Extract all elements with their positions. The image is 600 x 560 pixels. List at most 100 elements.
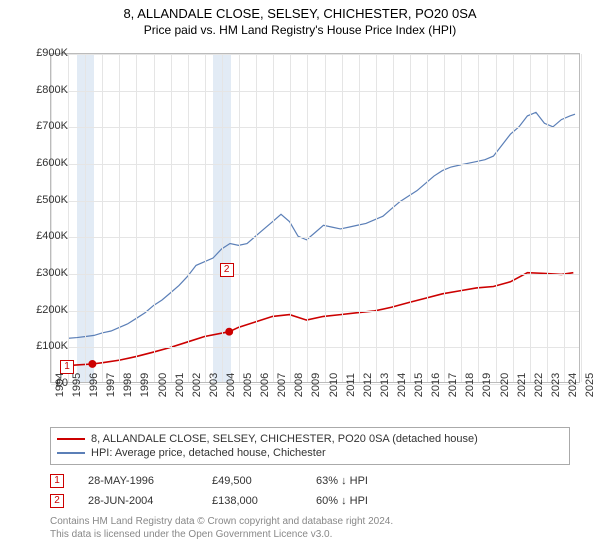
- gridline-v: [547, 54, 548, 382]
- sale-marker-dot: [89, 360, 96, 367]
- gridline-v: [239, 54, 240, 382]
- y-tick-label: £600K: [36, 157, 68, 169]
- sale-index-box: 2: [50, 494, 64, 508]
- gridline-v: [376, 54, 377, 382]
- gridline-v: [256, 54, 257, 382]
- sale-date: 28-MAY-1996: [88, 475, 188, 487]
- chart-subtitle: Price paid vs. HM Land Registry's House …: [0, 21, 600, 43]
- legend: 8, ALLANDALE CLOSE, SELSEY, CHICHESTER, …: [50, 427, 570, 465]
- gridline-v: [478, 54, 479, 382]
- gridline-v: [136, 54, 137, 382]
- chart-svg: [51, 54, 579, 382]
- footer-line1: Contains HM Land Registry data © Crown c…: [50, 515, 570, 528]
- gridline-v: [410, 54, 411, 382]
- x-tick-label: 2009: [310, 373, 322, 397]
- x-tick-label: 2003: [208, 373, 220, 397]
- x-tick-label: 2025: [584, 373, 596, 397]
- gridline-v: [496, 54, 497, 382]
- x-tick-label: 1996: [88, 373, 100, 397]
- gridline-v: [51, 54, 52, 382]
- x-tick-label: 2013: [379, 373, 391, 397]
- chart-title: 8, ALLANDALE CLOSE, SELSEY, CHICHESTER, …: [0, 0, 600, 21]
- y-tick-label: £900K: [36, 47, 68, 59]
- sale-price: £49,500: [212, 475, 292, 487]
- y-tick-label: £400K: [36, 230, 68, 242]
- x-tick-label: 2019: [481, 373, 493, 397]
- sale-date: 28-JUN-2004: [88, 495, 188, 507]
- gridline-v: [102, 54, 103, 382]
- gridline-v: [273, 54, 274, 382]
- sale-row: 1 28-MAY-1996 £49,500 63% ↓ HPI: [50, 471, 570, 491]
- gridline-v: [564, 54, 565, 382]
- x-tick-label: 2002: [191, 373, 203, 397]
- sale-marker-label: 2: [220, 263, 234, 277]
- x-tick-label: 2010: [328, 373, 340, 397]
- x-tick-label: 2024: [567, 373, 579, 397]
- sale-row: 2 28-JUN-2004 £138,000 60% ↓ HPI: [50, 491, 570, 511]
- gridline-h: [51, 201, 579, 202]
- x-tick-label: 2018: [464, 373, 476, 397]
- x-tick-label: 1997: [105, 373, 117, 397]
- gridline-v: [154, 54, 155, 382]
- y-tick-label: £800K: [36, 84, 68, 96]
- gridline-h: [51, 91, 579, 92]
- x-tick-label: 2016: [430, 373, 442, 397]
- y-tick-label: £500K: [36, 194, 68, 206]
- x-tick-label: 2021: [516, 373, 528, 397]
- gridline-v: [171, 54, 172, 382]
- gridline-v: [359, 54, 360, 382]
- footer-line2: This data is licensed under the Open Gov…: [50, 528, 570, 541]
- chart-container: 8, ALLANDALE CLOSE, SELSEY, CHICHESTER, …: [0, 0, 600, 560]
- gridline-v: [581, 54, 582, 382]
- legend-label: 8, ALLANDALE CLOSE, SELSEY, CHICHESTER, …: [91, 433, 478, 445]
- sale-price: £138,000: [212, 495, 292, 507]
- gridline-v: [119, 54, 120, 382]
- sale-pct-vs-hpi: 60% ↓ HPI: [316, 495, 406, 507]
- gridline-v: [222, 54, 223, 382]
- x-tick-label: 2017: [447, 373, 459, 397]
- gridline-v: [427, 54, 428, 382]
- x-tick-label: 2006: [259, 373, 271, 397]
- plot-area: 12: [50, 53, 580, 383]
- y-tick-label: £200K: [36, 304, 68, 316]
- gridline-v: [307, 54, 308, 382]
- y-tick-label: £300K: [36, 267, 68, 279]
- sale-index-box: 1: [50, 474, 64, 488]
- gridline-v: [68, 54, 69, 382]
- x-tick-label: 2001: [174, 373, 186, 397]
- gridline-h: [51, 54, 579, 55]
- y-tick-label: £0: [56, 377, 68, 389]
- legend-swatch: [57, 438, 85, 440]
- gridline-h: [51, 274, 579, 275]
- sale-pct-vs-hpi: 63% ↓ HPI: [316, 475, 406, 487]
- y-tick-label: £100K: [36, 340, 68, 352]
- legend-item: 8, ALLANDALE CLOSE, SELSEY, CHICHESTER, …: [57, 432, 563, 446]
- x-tick-label: 1998: [122, 373, 134, 397]
- sale-table: 1 28-MAY-1996 £49,500 63% ↓ HPI 2 28-JUN-2004…: [50, 471, 570, 511]
- gridline-v: [290, 54, 291, 382]
- legend-item: HPI: Average price, detached house, Chic…: [57, 446, 563, 460]
- x-tick-label: 2015: [413, 373, 425, 397]
- x-tick-label: 2008: [293, 373, 305, 397]
- x-tick-label: 2011: [345, 373, 357, 397]
- x-tick-label: 2022: [533, 373, 545, 397]
- x-tick-label: 2000: [157, 373, 169, 397]
- sale-marker-dot: [226, 328, 233, 335]
- gridline-v: [85, 54, 86, 382]
- sale-marker-label: 1: [60, 360, 74, 374]
- gridline-h: [51, 164, 579, 165]
- legend-swatch: [57, 452, 85, 454]
- series-hpi: [69, 112, 575, 338]
- gridline-h: [51, 237, 579, 238]
- gridline-v: [444, 54, 445, 382]
- gridline-v: [530, 54, 531, 382]
- x-tick-label: 2004: [225, 373, 237, 397]
- series-price_paid: [69, 273, 574, 366]
- x-tick-label: 1999: [139, 373, 151, 397]
- gridline-v: [393, 54, 394, 382]
- x-tick-label: 2020: [499, 373, 511, 397]
- plot-wrap: 12 1994199519961997199819992000200120022…: [0, 43, 600, 423]
- gridline-v: [325, 54, 326, 382]
- x-tick-label: 2005: [242, 373, 254, 397]
- gridline-h: [51, 311, 579, 312]
